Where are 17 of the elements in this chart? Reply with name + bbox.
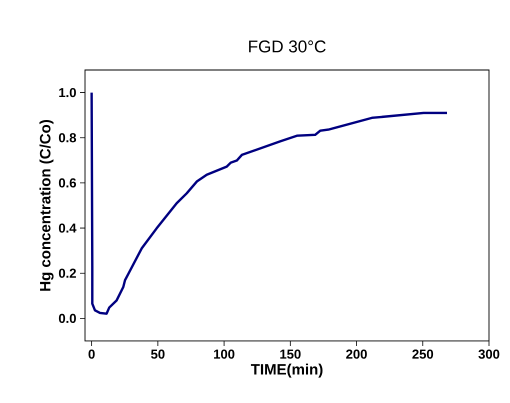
line-series <box>90 91 448 315</box>
x-tick-label: 200 <box>346 350 367 359</box>
x-tick-label: 0 <box>88 350 95 359</box>
x-tick-label: 150 <box>280 350 301 359</box>
y-tick-label: 0.2 <box>58 268 76 278</box>
x-tick-label: 100 <box>214 350 234 359</box>
y-tick-label: 0.4 <box>58 223 76 233</box>
x-tick-label: 50 <box>151 350 165 359</box>
x-tick-label: 300 <box>478 350 500 359</box>
y-tick-label: 1.0 <box>59 88 76 98</box>
chart-title: FGD 30°C <box>249 40 326 52</box>
y-tick-label: 0.8 <box>58 133 76 142</box>
y-axis-title: Hg concentration (C/Co) <box>39 120 54 291</box>
x-axis-title: TIME(min) <box>250 364 323 378</box>
y-tick-label: 0.6 <box>58 178 76 188</box>
y-tick-label: 0.0 <box>58 314 76 324</box>
x-tick-label: 250 <box>412 350 434 359</box>
